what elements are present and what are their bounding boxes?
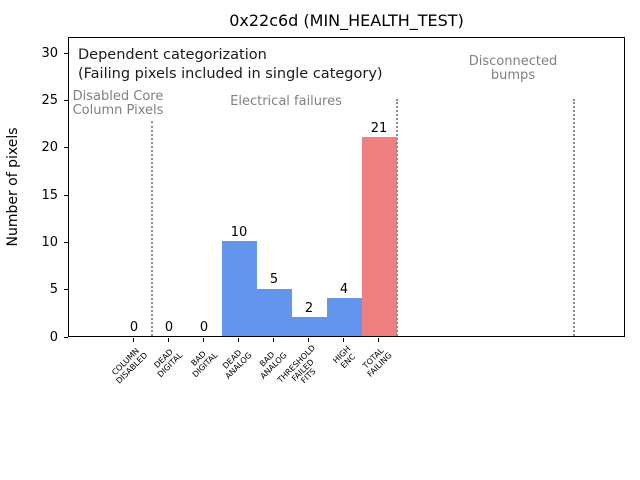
y-tick-label: 10 [41,234,58,250]
y-tick-mark [64,289,68,291]
y-tick-mark [64,52,68,54]
section-separator-line [396,99,398,336]
bar-value-label: 0 [199,319,209,335]
bar [291,317,327,336]
section-label: Disconnected bumps [468,54,558,83]
bar-value-label: 0 [129,319,139,335]
section-label: Disabled Core Column Pixels [72,89,164,118]
y-tick-label: 20 [41,140,58,156]
bar [256,288,292,336]
y-tick-label: 15 [41,187,58,203]
section-separator-line [150,121,153,336]
bar-value-label: 4 [339,281,349,297]
y-tick-label: 5 [49,282,58,298]
bar [361,137,397,336]
x-tick-mark [167,338,169,342]
x-tick-mark [132,338,134,342]
x-tick-mark [272,338,274,342]
annotation-failing-pixels-note: (Failing pixels included in single categ… [78,66,383,82]
bar-value-label: 21 [370,120,388,136]
y-tick-mark [64,241,68,243]
x-tick-mark [202,338,204,342]
section-label: Electrical failures [230,94,342,109]
y-tick-mark [64,99,68,101]
x-tick-mark [307,338,309,342]
y-tick-label: 30 [41,45,58,61]
bar-value-label: 5 [269,272,279,288]
x-tick-mark [237,338,239,342]
bar [326,298,362,336]
bar-value-label: 0 [164,319,174,335]
plot-area: Dependent categorization (Failing pixels… [68,37,625,337]
x-tick-label-box: TOTAL FAILING [232,344,393,378]
bar-value-label: 10 [230,224,248,240]
chart-title: 0x22c6d (MIN_HEALTH_TEST) [229,11,464,30]
x-tick-mark [377,338,379,342]
bar-value-label: 2 [304,300,314,316]
x-tick-label: TOTAL FAILING [361,345,394,378]
y-tick-label: 0 [49,329,58,345]
x-tick-mark [342,338,344,342]
y-tick-mark [64,194,68,196]
bar [221,241,257,336]
section-separator-line [572,99,575,336]
y-tick-mark [64,336,68,338]
annotation-dependent-categorization: Dependent categorization [78,47,267,63]
y-tick-mark [64,147,68,149]
y-tick-label: 25 [41,92,58,108]
